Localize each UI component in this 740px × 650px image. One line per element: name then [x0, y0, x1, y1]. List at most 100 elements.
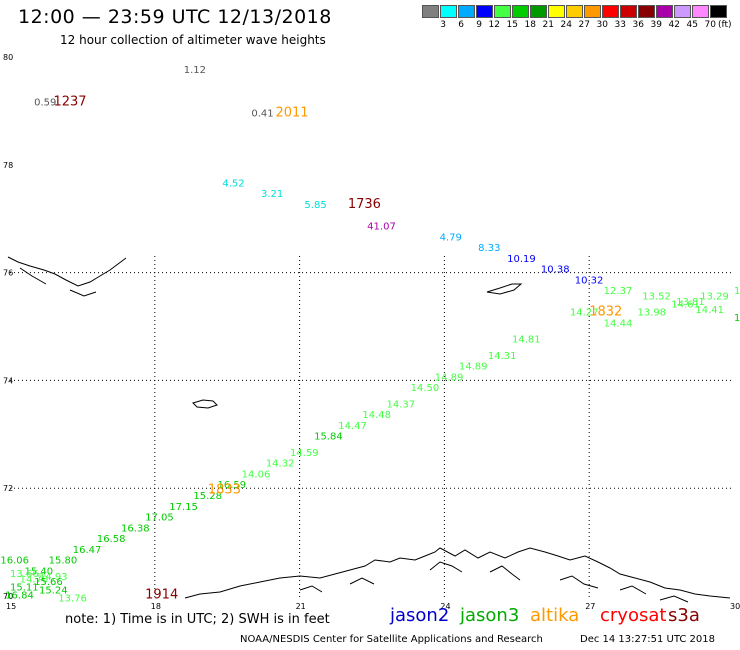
- wave-height-value: 14.93: [39, 572, 68, 583]
- pass-time-label: 2011: [275, 105, 308, 120]
- legend-swatch: [602, 5, 619, 18]
- kong-karls-land-coast: [486, 283, 523, 295]
- legend-swatch: [584, 5, 601, 18]
- legend-label: 45: [686, 20, 698, 30]
- wave-height-value: 12: [734, 286, 740, 297]
- wave-height-value: 13.29: [700, 292, 729, 303]
- legend-swatch: [674, 5, 691, 18]
- wave-height-value: 4.52: [222, 178, 244, 189]
- lat-tick-label: 78: [3, 161, 13, 170]
- legend-label: 9: [476, 20, 482, 30]
- legend-label: 12: [488, 20, 500, 30]
- wave-height-value: 16.06: [0, 556, 29, 567]
- wave-height-value: 14.48: [362, 410, 391, 421]
- satellite-name: cryosat: [600, 605, 667, 626]
- legend-label: 15: [506, 20, 518, 30]
- chart-subtitle: 12 hour collection of altimeter wave hei…: [60, 33, 326, 47]
- legend-labels: 3 6 9 12 15 18 21 24 27 30 33 36 39 42 45 70 (ft): [422, 20, 732, 30]
- legend-swatch: [566, 5, 583, 18]
- wave-height-value: 16.84: [5, 591, 34, 602]
- wave-height-value: 1.12: [184, 65, 206, 76]
- wave-height-value: 10.38: [541, 265, 570, 276]
- pass-time-label: 1833: [208, 483, 241, 498]
- lat-tick-label: 74: [3, 376, 13, 385]
- coastline: [7, 256, 731, 603]
- wave-height-value: 14.47: [338, 421, 367, 432]
- map-grid: [10, 256, 734, 598]
- wave-height-value: 16.47: [73, 545, 102, 556]
- wave-height-value: 15.0: [734, 313, 740, 324]
- legend-label: 42: [668, 20, 680, 30]
- wave-height-value: 0.59: [34, 98, 56, 109]
- legend-swatch: [710, 5, 727, 18]
- satellite-name: altika: [530, 605, 580, 626]
- wave-height-value: 14.37: [386, 399, 415, 410]
- note-text: note: 1) Time is in UTC; 2) SWH is in fe…: [65, 612, 330, 627]
- lon-tick-label: 15: [6, 602, 16, 611]
- wave-height-value: 15.40: [24, 566, 53, 577]
- wave-height-value: 16.58: [97, 534, 126, 545]
- legend-label: 27: [578, 20, 590, 30]
- legend-label: 33: [614, 20, 626, 30]
- wave-height-value: 14.89: [459, 362, 488, 373]
- wave-height-value: 14.61: [671, 300, 700, 311]
- wave-height-value: 14.41: [695, 305, 724, 316]
- wave-height-value: 17.05: [145, 513, 174, 524]
- satellite-name: jason2: [390, 605, 450, 626]
- legend-swatch: [638, 5, 655, 18]
- legend-swatch: [476, 5, 493, 18]
- wave-height-value: 14.31: [488, 351, 517, 362]
- wave-height-value: 15.84: [314, 432, 343, 443]
- chart-title: 12:00 — 23:59 UTC 12/13/2018: [18, 6, 332, 28]
- wave-height-value: 13.52: [642, 292, 671, 303]
- legend-swatch: [548, 5, 565, 18]
- satellite-name: s3a: [668, 605, 700, 626]
- lon-tick-label: 18: [151, 602, 161, 611]
- generated-timestamp: Dec 14 13:27:51 UTC 2018: [580, 634, 715, 645]
- wave-height-value: 3.21: [261, 189, 283, 200]
- lat-tick-label: 70: [3, 592, 13, 601]
- legend-label: 30: [596, 20, 608, 30]
- legend-swatch: [530, 5, 547, 18]
- wave-height-value: 15.24: [39, 585, 68, 596]
- wave-height-value: 14.44: [604, 319, 633, 330]
- legend-label: 6: [458, 20, 464, 30]
- norway-coast: [184, 547, 731, 603]
- wave-height-value: 41.07: [367, 221, 396, 232]
- wave-height-value: 14.59: [290, 448, 319, 459]
- legend-swatch: [656, 5, 673, 18]
- wave-height-value: 14.32: [266, 459, 295, 470]
- legend-label: 70: [704, 20, 716, 30]
- satellite-name: jason3: [460, 605, 520, 626]
- lon-tick-label: 30: [730, 602, 740, 611]
- wave-height-value: 14.50: [411, 383, 440, 394]
- wave-height-value: 15.28: [193, 491, 222, 502]
- wave-height-value: 0.41: [251, 108, 273, 119]
- bear-island-coast: [192, 399, 218, 409]
- wave-height-value: 14.89: [435, 372, 464, 383]
- wave-height-value: 13.98: [637, 308, 666, 319]
- legend-label: 21: [542, 20, 554, 30]
- legend-label: 3: [440, 20, 446, 30]
- pass-time-label: 1237: [53, 95, 86, 110]
- lon-tick-label: 27: [585, 602, 595, 611]
- wave-height-value: 15.11: [10, 583, 39, 594]
- lon-tick-label: 24: [440, 602, 450, 611]
- wave-height-value: 10.19: [507, 254, 536, 265]
- wave-height-value: 15.66: [34, 577, 63, 588]
- wave-height-value: 14.27: [570, 308, 599, 319]
- legend-swatch: [512, 5, 529, 18]
- legend-unit: (ft): [718, 20, 732, 30]
- wave-height-value: 16.38: [121, 523, 150, 534]
- legend-color-boxes: [422, 5, 728, 18]
- credit-text: NOAA/NESDIS Center for Satellite Applica…: [240, 634, 543, 645]
- wave-height-value: 8.33: [478, 243, 500, 254]
- pass-time-label: 1914: [145, 588, 178, 603]
- legend-swatch: [440, 5, 457, 18]
- svalbard-coast: [7, 256, 127, 297]
- lat-tick-label: 80: [3, 53, 13, 62]
- wave-height-value: 10.32: [575, 275, 604, 286]
- wave-height-value: 16.59: [218, 480, 247, 491]
